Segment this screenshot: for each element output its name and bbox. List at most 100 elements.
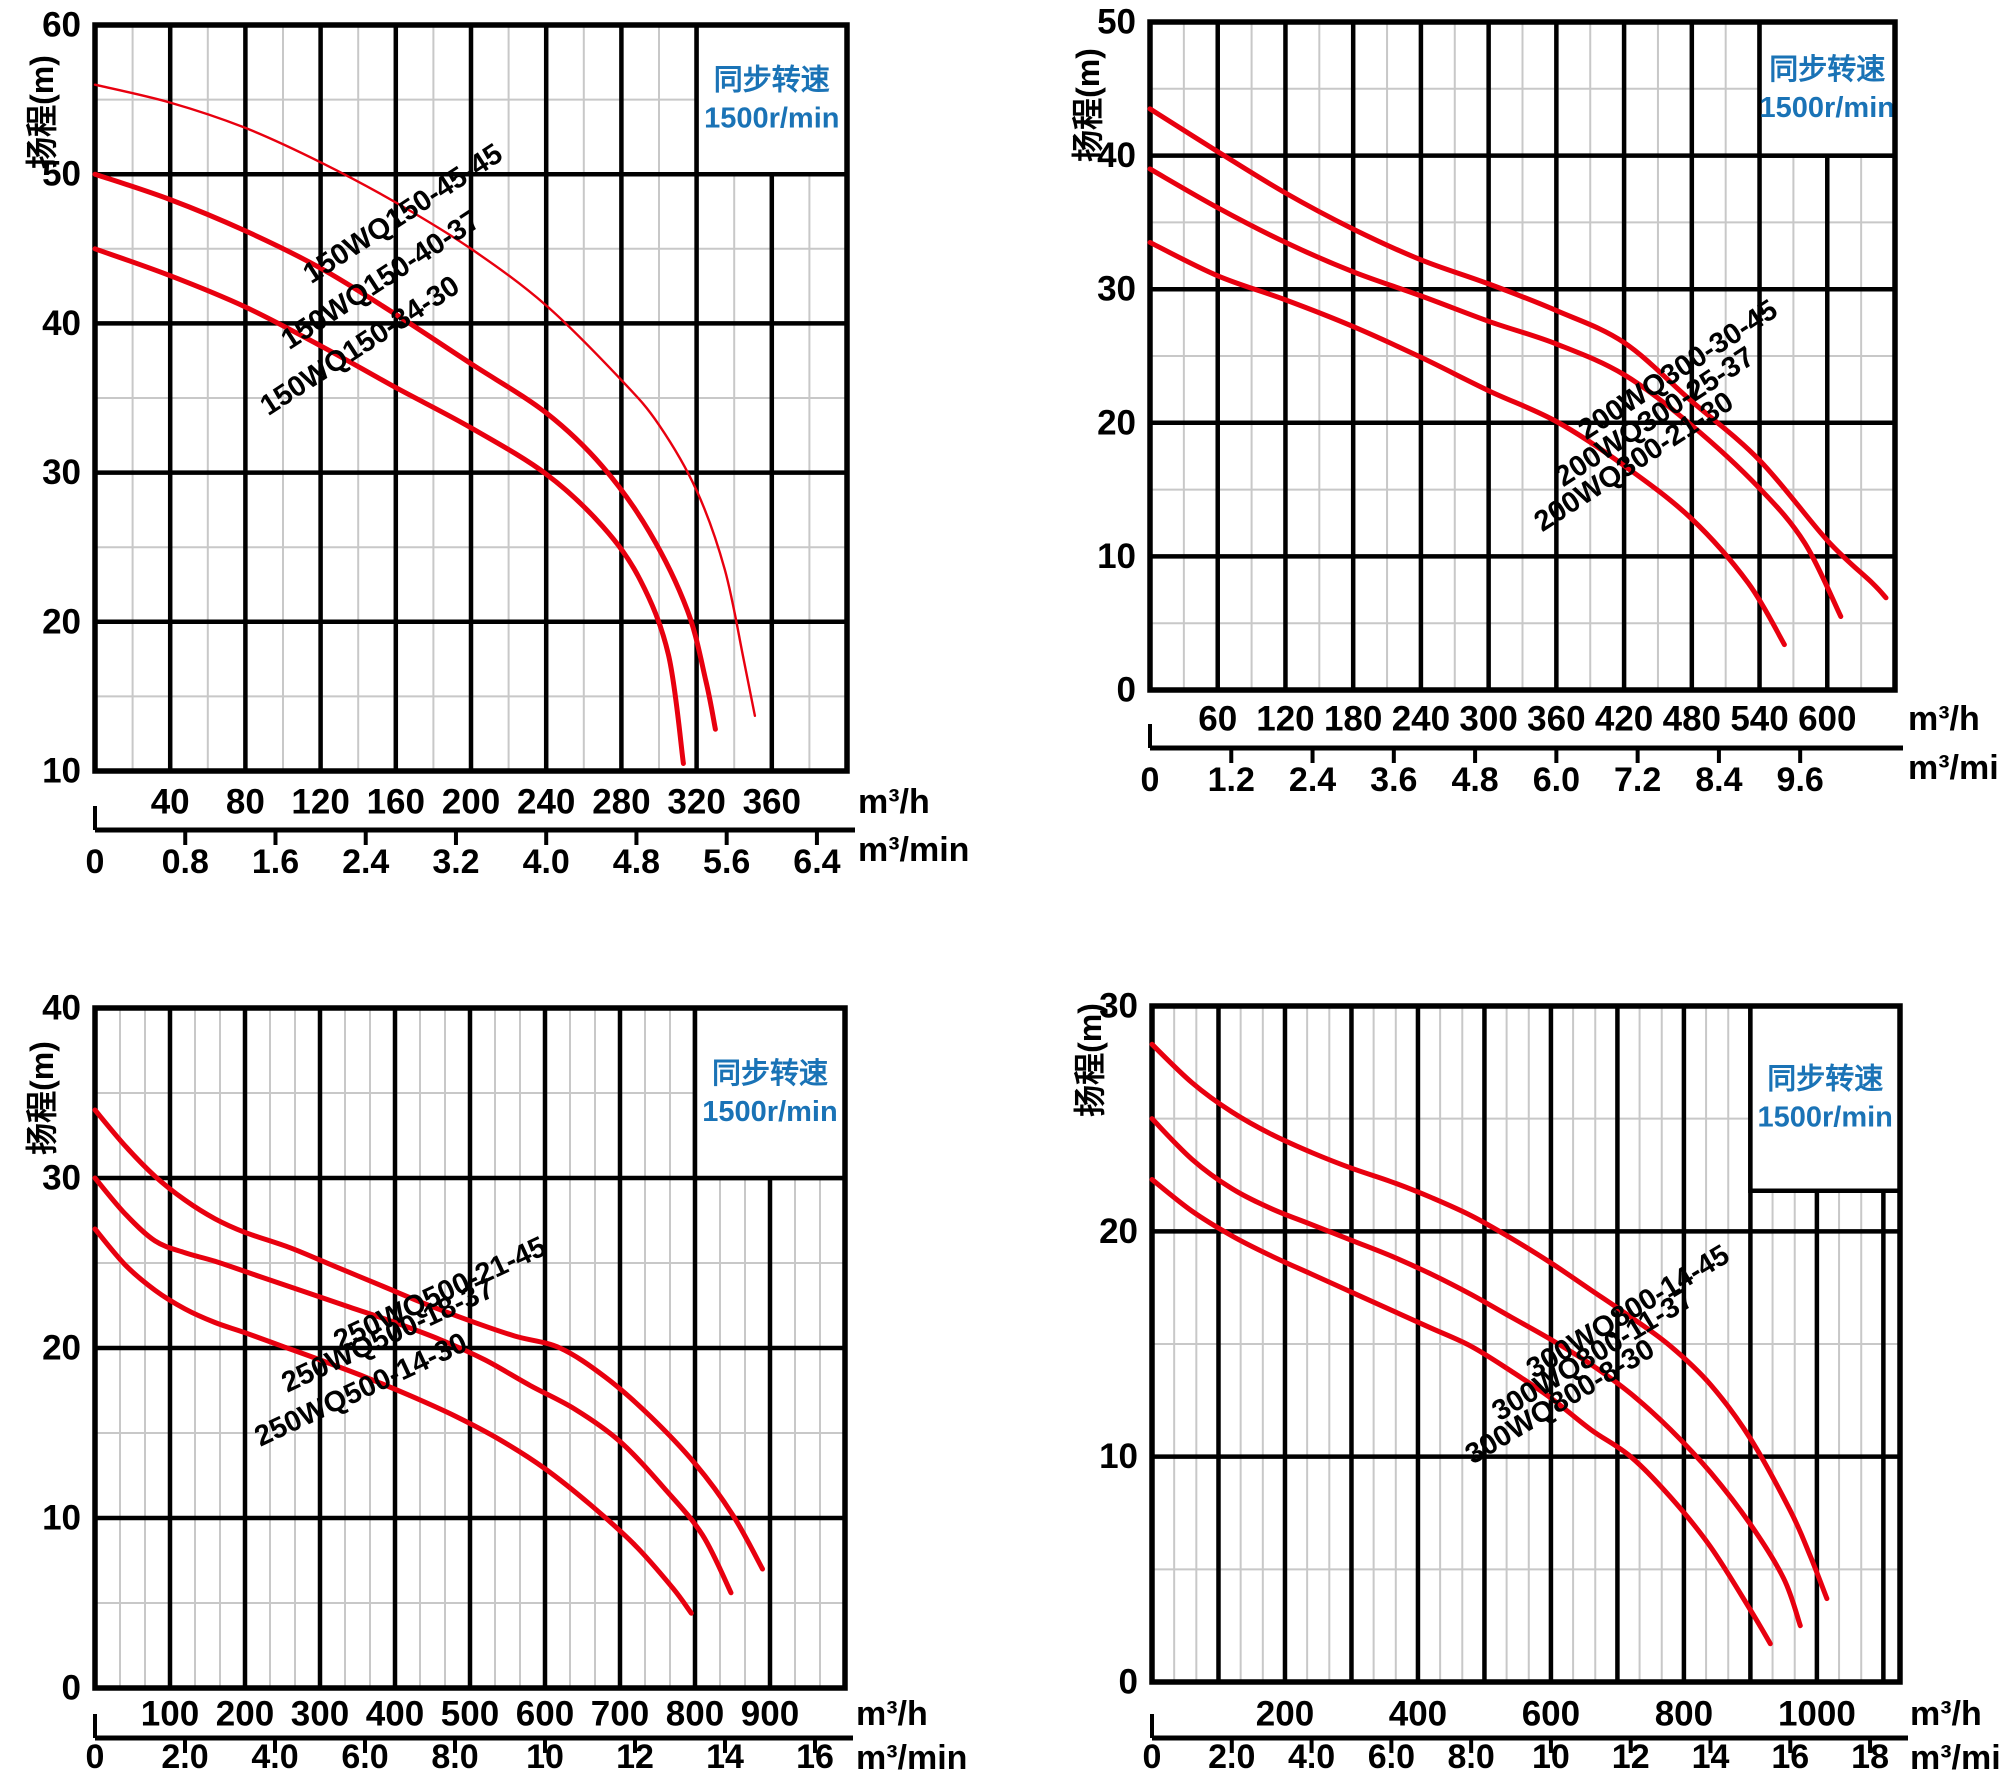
x-tick-label-m3min: 10	[1532, 1738, 1570, 1772]
x-tick-label-m3h: 120	[291, 783, 349, 822]
x-tick-label-m3min: 14	[706, 1738, 744, 1772]
m3min-axis: 0 2.0 4.0 6.0 8.0 10 12 14 16 18	[1143, 1714, 1908, 1772]
y-tick-label: 40	[1097, 136, 1136, 175]
plot-border	[1149, 1003, 1903, 1685]
speed-box	[695, 1008, 845, 1178]
x-tick-label-m3h: 200	[1256, 1695, 1314, 1734]
y-tick-label: 20	[1099, 1212, 1138, 1251]
pump-curve-250WQ500-18-37	[92, 1175, 734, 1596]
pump-curve-250WQ500-21-45	[92, 1107, 765, 1572]
pump-curve-250WQ500-14-30	[92, 1226, 694, 1616]
x-tick-label-m3min: 10	[526, 1738, 564, 1772]
m3min-axis: 0 1.2 2.4 3.6 4.8 6.0 7.2 8.4 9.6	[1141, 724, 1903, 799]
x-tick-label-m3min: 4.0	[1288, 1738, 1335, 1772]
speed-box	[696, 25, 847, 175]
x-tick-label-m3h: 360	[743, 783, 801, 822]
x-tick-label-m3h: 540	[1730, 700, 1788, 739]
pump-curve-150WQ150-40-37	[92, 171, 718, 732]
chart-200WQ300: 同步转速1500r/min200WQ300-30-45200WQ300-25-3…	[1070, 3, 2000, 800]
x-tick-label-m3h: 600	[1798, 700, 1856, 739]
x-tick-label-m3h: 480	[1663, 700, 1721, 739]
x-tick-label-m3min: 6.0	[341, 1738, 388, 1772]
y-axis-title: 扬程(m)	[24, 55, 60, 169]
unit-label-m3min: m³/min	[858, 831, 969, 869]
x-tick-label-m3min: 1.2	[1208, 761, 1255, 799]
x-tick-label-m3min: 4.8	[1451, 761, 1498, 799]
pump-curve-300WQ800-11-37	[1149, 1116, 1803, 1629]
y-tick-label: 10	[1099, 1437, 1138, 1476]
x-tick-label-m3min: 3.2	[432, 843, 479, 881]
y-tick-label: 30	[1097, 270, 1136, 309]
x-tick-label-m3min: 4.0	[523, 843, 570, 881]
y-tick-label: 50	[1097, 3, 1136, 42]
x-tick-label-m3h: 40	[151, 783, 190, 822]
grid-major	[1152, 1006, 1900, 1682]
x-tick-label-m3min: 2.4	[342, 843, 389, 881]
x-tick-label-m3h: 700	[591, 1695, 649, 1734]
x-tick-label-m3h: 400	[1389, 1695, 1447, 1734]
x-tick-label-m3h: 1000	[1778, 1695, 1856, 1734]
chart-300WQ800: 同步转速1500r/min300WQ800-14-45300WQ800-11-3…	[1072, 987, 2000, 1772]
x-tick-label-m3min: 6.4	[793, 843, 840, 881]
x-tick-label-m3h: 200	[216, 1695, 274, 1734]
x-tick-label-m3min: 8.4	[1695, 761, 1742, 799]
m3min-axis: 0 2.0 4.0 6.0 8.0 10 12 14 16	[86, 1714, 853, 1772]
x-tick-label-m3h: 400	[366, 1695, 424, 1734]
y-tick-label: 0	[1119, 1663, 1138, 1702]
unit-label-m3min: m³/min	[856, 1739, 967, 1772]
x-tick-label-m3h: 300	[291, 1695, 349, 1734]
x-tick-label-m3min: 0.8	[162, 843, 209, 881]
unit-label-m3h: m³/h	[1910, 1695, 1982, 1733]
unit-label-m3h: m³/h	[1908, 700, 1980, 738]
y-tick-label: 0	[62, 1669, 81, 1708]
x-tick-label-m3h: 200	[442, 783, 500, 822]
x-tick-label-m3min: 8.0	[431, 1738, 478, 1772]
x-tick-label-m3h: 240	[1392, 700, 1450, 739]
x-tick-label-m3min: 7.2	[1614, 761, 1661, 799]
x-tick-label-m3h: 800	[666, 1695, 724, 1734]
plot-border	[1147, 19, 1898, 693]
x-tick-label-m3min: 12	[616, 1738, 654, 1772]
speed-note-line1: 同步转速	[714, 64, 830, 97]
x-tick-label-m3h: 120	[1256, 700, 1314, 739]
unit-label-m3min: m³/min	[1910, 1739, 2000, 1772]
x-tick-label-m3min: 1.6	[252, 843, 299, 881]
x-tick-label-m3min: 2.0	[1208, 1738, 1255, 1772]
speed-box-border	[694, 25, 847, 177]
unit-label-m3h: m³/h	[858, 783, 930, 821]
speed-box-border	[1748, 1006, 1900, 1194]
x-tick-label-m3h: 600	[516, 1695, 574, 1734]
y-tick-label: 0	[1117, 671, 1136, 710]
x-tick-label-m3min: 14	[1692, 1738, 1730, 1772]
speed-note-line1: 同步转速	[712, 1057, 828, 1090]
x-tick-label-m3h: 900	[741, 1695, 799, 1734]
x-tick-label-m3h: 160	[367, 783, 425, 822]
x-tick-label-m3h: 280	[592, 783, 650, 822]
x-tick-label-m3h: 180	[1324, 700, 1382, 739]
y-tick-label: 50	[42, 155, 81, 194]
speed-note-line2: 1500r/min	[704, 103, 839, 135]
x-tick-label-m3min: 6.0	[1368, 1738, 1415, 1772]
y-tick-label: 30	[42, 1159, 81, 1198]
x-tick-label-m3h: 600	[1522, 1695, 1580, 1734]
y-tick-label: 20	[1097, 403, 1136, 442]
y-tick-label: 20	[42, 602, 81, 641]
x-tick-label-m3min: 4.0	[251, 1738, 298, 1772]
y-axis-title: 扬程(m)	[1070, 48, 1106, 162]
speed-note-line1: 同步转速	[1767, 1062, 1883, 1095]
unit-label-m3min: m³/min	[1908, 749, 2000, 787]
y-tick-label: 30	[42, 453, 81, 492]
chart-150WQ150: 同步转速1500r/min150WQ150-45-45150WQ150-40-3…	[24, 6, 969, 882]
pump-curve-300WQ800-14-45	[1149, 1041, 1830, 1602]
m3min-axis: 0 0.8 1.6 2.4 3.2 4.0 4.8 5.6 6.4	[86, 806, 855, 881]
x-tick-label-m3min: 9.6	[1777, 761, 1824, 799]
x-tick-label-m3min: 8.0	[1448, 1738, 1495, 1772]
pump-curve-200WQ300-30-45	[1147, 106, 1889, 601]
pump-curve-200WQ300-21-30	[1147, 239, 1787, 648]
x-tick-label-m3min: 6.0	[1533, 761, 1580, 799]
x-tick-label-m3min: 0	[1141, 761, 1160, 799]
x-tick-label-m3h: 800	[1655, 1695, 1713, 1734]
x-tick-label-m3h: 300	[1459, 700, 1517, 739]
speed-note-line2: 1500r/min	[702, 1096, 837, 1128]
